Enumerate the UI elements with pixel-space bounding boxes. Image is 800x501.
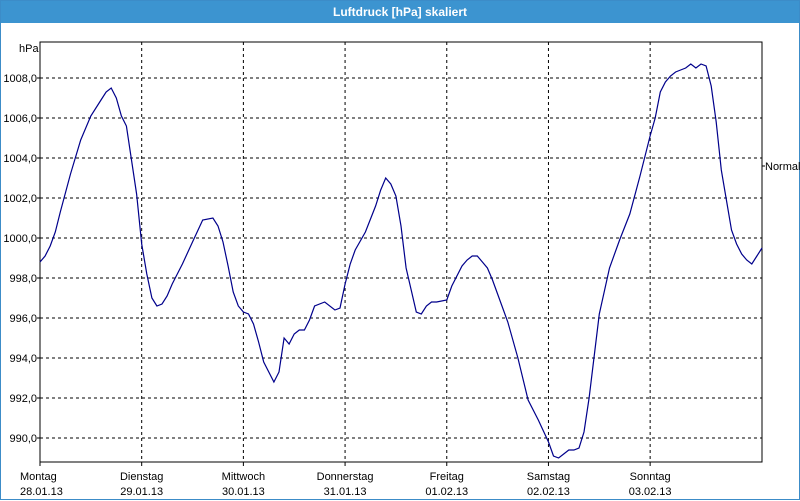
x-tick-date: 29.01.13	[120, 486, 163, 498]
x-tick-day: Mittwoch	[222, 471, 265, 483]
x-tick-date: 28.01.13	[20, 486, 63, 498]
x-tick-day: Montag	[20, 471, 57, 483]
reference-label: Normal	[765, 161, 800, 173]
x-tick-date: 02.02.13	[527, 486, 570, 498]
y-tick-label: 1004,0	[3, 153, 37, 165]
y-axis-label: hPa	[19, 43, 39, 55]
y-tick-label: 1006,0	[3, 113, 37, 125]
y-tick-label: 1002,0	[3, 193, 37, 205]
x-tick-day: Sonntag	[630, 471, 671, 483]
grid	[40, 42, 762, 462]
y-tick-label: 998,0	[9, 273, 37, 285]
y-tick-label: 992,0	[9, 393, 37, 405]
y-tick-label: 994,0	[9, 353, 37, 365]
y-tick-label: 990,0	[9, 433, 37, 445]
reference-line: Normal	[762, 161, 800, 173]
y-tick-label: 1000,0	[3, 233, 37, 245]
series-line	[39, 63, 763, 459]
y-tick-label: 1008,0	[3, 73, 37, 85]
window-title: Luftdruck [hPa] skaliert	[1, 1, 799, 23]
x-tick-day: Dienstag	[120, 471, 163, 483]
y-axis: 990,0 992,0 994,0 996,0 998,0 1000,0 1002,0 100…	[3, 73, 40, 445]
x-axis: Montag 28.01.13 Dienstag 29.01.13 Mittwoch 30…	[20, 462, 672, 498]
x-tick-day: Samstag	[527, 471, 570, 483]
series-group	[39, 63, 763, 459]
y-tick-label: 996,0	[9, 313, 37, 325]
plot-area	[39, 41, 763, 463]
x-tick-date: 31.01.13	[324, 486, 367, 498]
x-tick-date: 03.02.13	[629, 486, 672, 498]
x-tick-day: Donnerstag	[317, 471, 374, 483]
x-tick-date: 30.01.13	[222, 486, 265, 498]
x-tick-date: 01.02.13	[425, 486, 468, 498]
x-tick-day: Freitag	[430, 471, 464, 483]
